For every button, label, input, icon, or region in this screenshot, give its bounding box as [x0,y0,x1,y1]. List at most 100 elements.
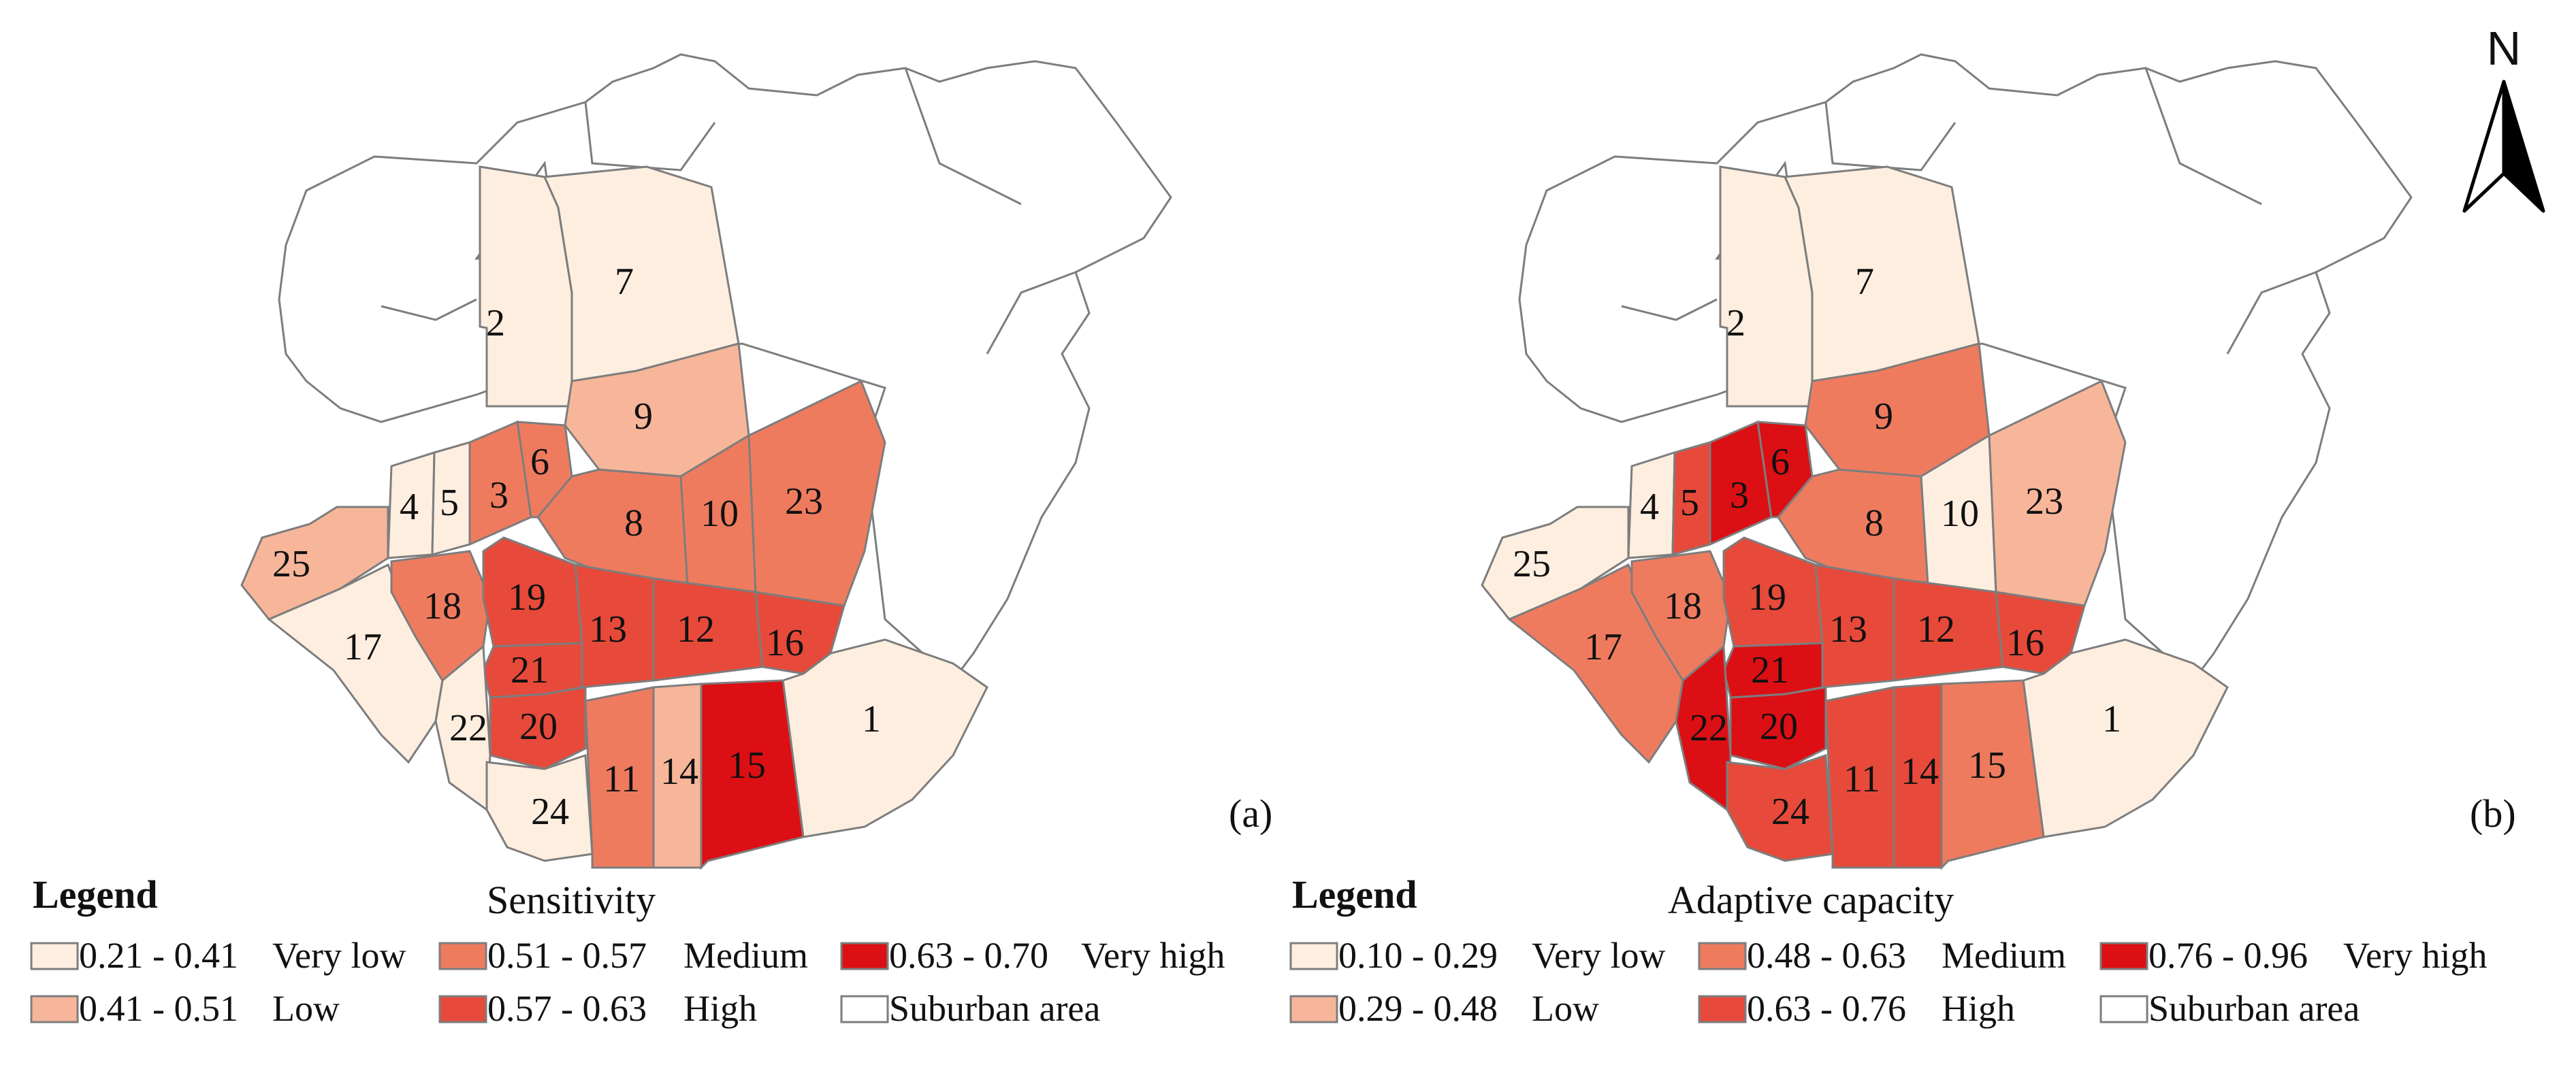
district-24 [1726,753,1834,862]
district-label-4: 4 [400,486,419,528]
district-label-15: 15 [1968,744,2006,787]
district-label-23: 23 [785,480,823,523]
district-label-2: 2 [1726,302,1745,344]
district-label-12: 12 [677,608,715,651]
legend-adaptive-capacity: Legend Adaptive capacity 0.10 - 0.29 Ver… [1289,872,2487,1029]
district-label-23: 23 [2025,480,2063,523]
district-label-6: 6 [1771,441,1790,483]
legend-range-medium: 0.48 - 0.63 [1747,935,1906,976]
legend-swatch-suburban [840,995,889,1023]
district-label-13: 13 [589,608,627,651]
district-label-12: 12 [1917,608,1955,651]
legend-label-very-low: Very low [272,935,406,976]
district-1 [2022,638,2229,838]
district-label-20: 20 [1760,706,1798,748]
legend-label-very-high: Very high [1081,935,1225,976]
district-label-15: 15 [728,744,766,787]
district-label-16: 16 [2006,622,2044,664]
legend-swatch-medium [438,942,487,970]
legend-label-very-low: Very low [1532,935,1665,976]
legend-swatch-very-low [30,942,79,970]
district-23 [1988,379,2127,607]
district-label-1: 1 [2102,698,2121,740]
panel-tag-a: (a) [1229,791,1272,836]
legend-label-low: Low [1532,988,1599,1029]
district-label-10: 10 [1941,493,1979,535]
legend-label-low: Low [272,988,340,1029]
district-label-25: 25 [272,543,310,585]
legend-range-low: 0.41 - 0.51 [79,988,238,1029]
legend-range-high: 0.57 - 0.63 [487,988,647,1029]
legend-range-very-low: 0.21 - 0.41 [79,935,238,976]
district-label-17: 17 [344,626,382,668]
legend-swatch-low [1289,995,1338,1023]
legend-range-low: 0.29 - 0.48 [1338,988,1498,1029]
district-label-13: 13 [1829,608,1867,651]
district-label-8: 8 [624,502,643,544]
legend-range-very-low: 0.10 - 0.29 [1338,935,1498,976]
district-label-22: 22 [449,707,487,749]
legend-sensitivity: Legend Sensitivity 0.21 - 0.41 Very low … [30,872,1225,1029]
district-1 [782,638,988,838]
district-7 [543,165,740,382]
district-label-22: 22 [1690,707,1728,749]
district-label-3: 3 [1730,474,1749,516]
north-arrow: N [2462,22,2545,213]
district-7 [1783,165,1980,382]
districts [1481,165,2229,870]
legend-range-high: 0.63 - 0.76 [1747,988,1906,1029]
north-label: N [2487,22,2522,75]
district-label-20: 20 [519,706,558,748]
district-label-19: 19 [1748,576,1786,619]
district-25 [240,506,389,621]
legend-swatch-very-high [2099,942,2148,970]
districts [240,165,988,870]
district-label-19: 19 [508,576,546,619]
district-label-21: 21 [511,649,549,691]
district-label-16: 16 [766,622,804,664]
district-label-11: 11 [603,758,640,800]
legend-swatch-very-low [1289,942,1338,970]
district-label-18: 18 [1664,585,1702,627]
legend-swatch-very-high [840,942,889,970]
district-label-8: 8 [1865,502,1884,544]
district-label-17: 17 [1584,626,1622,668]
district-label-24: 24 [1771,791,1809,833]
legend-range-very-high: 0.76 - 0.96 [2148,935,2308,976]
district-label-7: 7 [615,261,634,303]
district-label-6: 6 [530,441,549,483]
legend-label-high: High [1942,988,2015,1029]
legend-swatch-medium [1698,942,1747,970]
district-label-14: 14 [660,751,698,793]
district-label-9: 9 [1874,395,1893,438]
legend-label-suburban: Suburban area [889,988,1100,1029]
district-label-25: 25 [1513,543,1551,585]
district-label-21: 21 [1751,649,1789,691]
legend-label-high: High [683,988,757,1029]
legend-swatch-high [1698,995,1747,1023]
district-label-10: 10 [701,493,739,535]
district-label-4: 4 [1640,486,1659,528]
district-label-7: 7 [1855,261,1874,303]
legend-range-medium: 0.51 - 0.57 [487,935,647,976]
legend-swatch-low [30,995,79,1023]
district-label-3: 3 [489,474,509,516]
legend-title: Legend [33,872,158,917]
district-15 [1940,679,2045,870]
district-5 [431,441,471,556]
district-24 [485,753,594,862]
legend-swatch-high [438,995,487,1023]
panel-tag-b: (b) [2470,791,2516,836]
legend-swatch-suburban [2099,995,2148,1023]
district-label-5: 5 [1680,482,1699,524]
legend-subtitle: Sensitivity [487,878,656,922]
legend-subtitle: Adaptive capacity [1668,878,1954,922]
legend-range-very-high: 0.63 - 0.70 [889,935,1048,976]
district-label-11: 11 [1844,758,1880,800]
district-label-9: 9 [634,395,653,438]
